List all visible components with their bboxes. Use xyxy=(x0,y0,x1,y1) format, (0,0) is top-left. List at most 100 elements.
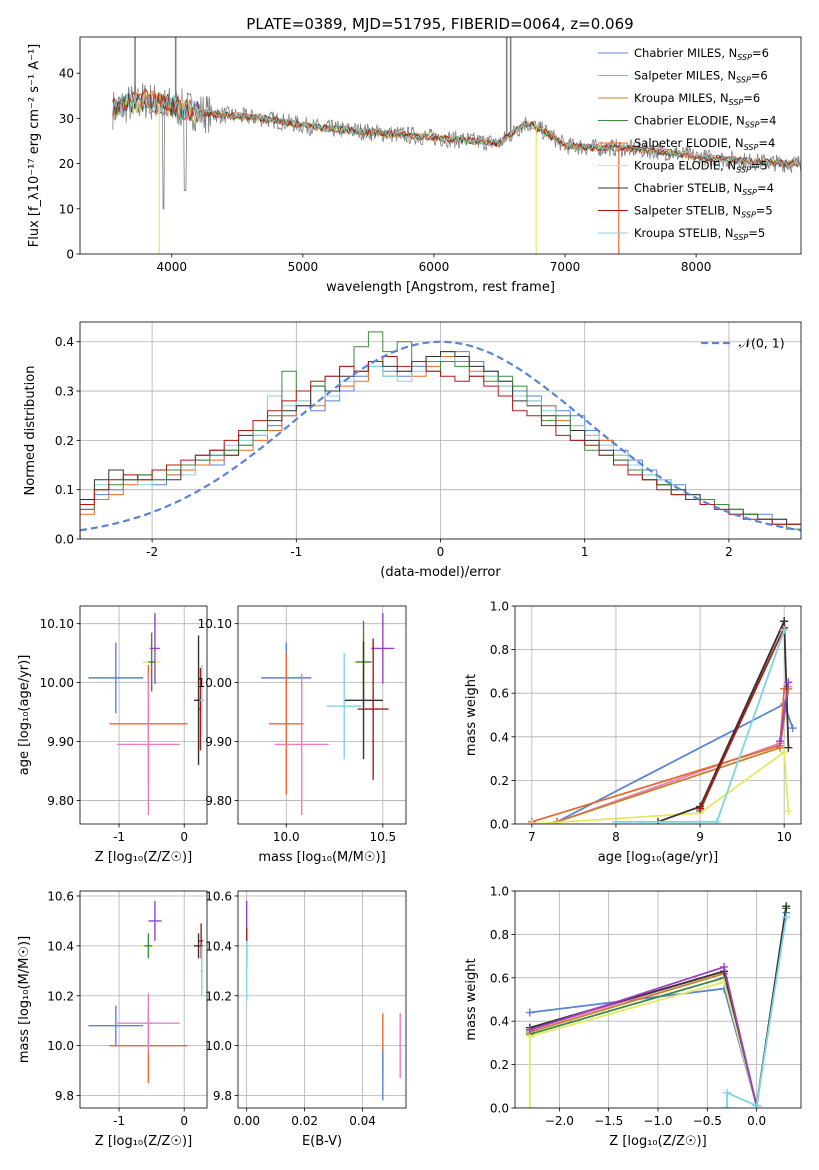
mass_weight_vs_age-ytick-label: 0.8 xyxy=(490,643,509,657)
spectrum-ytick-label: 0 xyxy=(66,248,74,262)
mass_vs_ebv-panel: 0.00 0.02 0.04 9.8 10.0 10.2 10.4 10.6 E(B-V) xyxy=(205,889,407,1149)
mass_weight_vs_Z-ytick-label: 0.8 xyxy=(490,928,509,942)
age_vs_Z-ylabel: age [log₁₀(age/yr)] xyxy=(17,655,32,776)
histogram-ytick-label: 0.1 xyxy=(55,483,74,497)
histogram-ytick-label: 0.2 xyxy=(55,434,74,448)
mass-weight-line xyxy=(657,620,790,823)
mass-weight-point xyxy=(527,820,536,824)
figure-title: PLATE=0389, MJD=51795, FIBERID=0064, z=0… xyxy=(246,15,633,33)
histogram-ylabel: Normed distribution xyxy=(23,366,38,496)
mass-weight-point xyxy=(723,1088,732,1097)
mass_vs_Z-xlabel: Z [log₁₀(Z/Z☉)] xyxy=(95,1134,192,1149)
mass-weight-line xyxy=(556,688,790,823)
spectrum-model-line xyxy=(112,93,801,168)
age_vs_Z-plot xyxy=(80,606,207,824)
spectrum-xtick-label: 4000 xyxy=(156,260,187,274)
mass_weight_vs_age-ytick-label: 0.0 xyxy=(490,818,509,832)
mass_vs_Z-xtick-label: -1 xyxy=(113,1114,125,1128)
mass-weight-line xyxy=(528,980,758,1108)
mass_vs_ebv-xlabel: E(B-V) xyxy=(302,1134,342,1149)
spectrum-xtick-label: 8000 xyxy=(681,260,712,274)
spectrum-plot xyxy=(112,37,801,254)
histogram-xtick-label: -1 xyxy=(290,545,302,559)
histogram-ytick-label: 0.0 xyxy=(55,533,74,547)
mass_vs_ebv-xtick-label: 0.04 xyxy=(349,1114,376,1128)
mass_weight_vs_age-ytick-label: 0.4 xyxy=(490,730,509,744)
histogram-xtick-label: 1 xyxy=(581,545,589,559)
mass-weight-line xyxy=(529,970,758,1107)
histogram-ytick-label: 0.3 xyxy=(55,385,74,399)
mass_weight_vs_age-panel: 7 8 9 10 0.0 0.2 0.4 0.6 0.8 1.0 age [log₁₀(age/yr… xyxy=(464,600,802,865)
mass_vs_ebv-plot xyxy=(238,891,406,1108)
legend-entry: Chabrier STELIB, NSSP=4 xyxy=(634,181,774,197)
spectrum-xtick-label: 5000 xyxy=(288,260,319,274)
mass-weight-line xyxy=(529,965,758,1107)
mass_weight_vs_age-xtick-label: 8 xyxy=(612,830,620,844)
histogram-step xyxy=(80,356,801,539)
spectrum-ytick-label: 20 xyxy=(59,157,74,171)
mass-weight-point xyxy=(784,806,793,815)
spectrum-xlabel: wavelength [Angstrom, rest frame] xyxy=(326,280,555,295)
histogram-frame xyxy=(79,321,802,540)
mass-weight-line xyxy=(779,682,790,742)
spectrum-frame xyxy=(79,36,802,255)
mass-weight-point xyxy=(784,743,793,752)
mass_weight_vs_Z-plot xyxy=(515,891,801,1108)
mass-weight-point xyxy=(782,913,791,922)
mass_vs_ebv-frame xyxy=(237,890,407,1109)
mass-weight-point xyxy=(780,748,789,757)
mass_weight_vs_Z-xlabel: Z [log₁₀(Z/Z☉)] xyxy=(609,1134,706,1149)
legend-entry: Chabrier MILES, NSSP=6 xyxy=(634,46,769,62)
age_vs_Z-frame xyxy=(79,605,208,825)
mass_vs_Z-panel: -1 0 9.8 10.0 10.2 10.4 10.6 Z [log₁₀(Z/Z☉)] mas… xyxy=(17,889,208,1149)
histogram-ytick-label: 0.4 xyxy=(55,335,74,349)
legend-entry: Kroupa STELIB, NSSP=5 xyxy=(634,226,765,242)
mass-weight-point xyxy=(784,678,793,687)
legend-entry: Salpeter ELODIE, NSSP=4 xyxy=(634,136,775,152)
age_vs_mass-ytick-label: 9.80 xyxy=(205,794,232,808)
spectrum-ytick-label: 10 xyxy=(59,202,74,216)
mass_weight_vs_age-xlabel: age [log₁₀(age/yr)] xyxy=(598,850,719,865)
mass_weight_vs_Z-xtick-label: −0.5 xyxy=(693,1114,722,1128)
histogram-xtick-label: -2 xyxy=(146,545,158,559)
mass_weight_vs_Z-xtick-label: −1.5 xyxy=(594,1114,623,1128)
mass_vs_ebv-xtick-label: 0.02 xyxy=(291,1114,318,1128)
mass-weight-point xyxy=(525,1104,534,1108)
age_vs_Z-ytick-label: 9.90 xyxy=(47,735,74,749)
mass_weight_vs_age-ytick-label: 0.6 xyxy=(490,687,509,701)
histogram-plot xyxy=(80,322,801,539)
mass_vs_Z-plot xyxy=(80,891,207,1108)
age_vs_mass-panel: 10.0 10.5 9.80 9.90 10.00 10.10 mass [log₁₀(M/… xyxy=(198,605,407,865)
mass-weight-point xyxy=(752,1101,761,1108)
age_vs_Z-ytick-label: 9.80 xyxy=(47,794,74,808)
histogram-xtick-label: 2 xyxy=(725,545,733,559)
mass_vs_ebv-ytick-label: 10.4 xyxy=(205,939,232,953)
spectrum-xtick-label: 7000 xyxy=(550,260,581,274)
mass_weight_vs_Z-ylabel: mass weight xyxy=(464,958,479,1040)
age_vs_Z-ytick-label: 10.00 xyxy=(40,676,74,690)
age_vs_mass-plot xyxy=(238,606,406,824)
age_vs_mass-xtick-label: 10.0 xyxy=(273,830,300,844)
age_vs_Z-xtick-label: 0 xyxy=(180,830,188,844)
histogram-panel: -2 -1 0 1 2 0.0 0.1 0.2 0.3 0.4 (data-model)/error… xyxy=(23,321,802,580)
legend-entry: Kroupa ELODIE, NSSP=5 xyxy=(634,159,768,175)
age_vs_mass-xtick-label: 10.5 xyxy=(369,830,396,844)
mass_weight_vs_age-plot xyxy=(515,606,801,824)
age_vs_Z-xtick-label: -1 xyxy=(113,830,125,844)
mass_vs_Z-ytick-label: 10.6 xyxy=(47,889,74,903)
age_vs_mass-xlabel: mass [log₁₀(M/M☉)] xyxy=(258,850,385,865)
spectrum-ytick-label: 40 xyxy=(59,67,74,81)
mass_vs_ebv-xtick-label: 0.00 xyxy=(233,1114,260,1128)
age_vs_Z-panel: -1 0 9.80 9.90 10.00 10.10 Z [log₁₀(Z/Z☉)] age … xyxy=(17,605,208,865)
mass-weight-line xyxy=(726,916,788,1108)
mass_weight_vs_Z-xtick-label: −2.0 xyxy=(545,1114,574,1128)
mass_vs_Z-ytick-label: 10.4 xyxy=(47,939,74,953)
mass-weight-line xyxy=(556,702,794,823)
mass-weight-point xyxy=(775,737,784,746)
age_vs_Z-xlabel: Z [log₁₀(Z/Z☉)] xyxy=(95,850,192,865)
mass_weight_vs_Z-ytick-label: 0.0 xyxy=(490,1102,509,1116)
mass_vs_Z-ytick-label: 10.2 xyxy=(47,989,74,1003)
mass_vs_ebv-ytick-label: 10.0 xyxy=(205,1039,232,1053)
mass-weight-point xyxy=(712,817,721,824)
mass_vs_Z-ytick-label: 9.8 xyxy=(55,1089,74,1103)
